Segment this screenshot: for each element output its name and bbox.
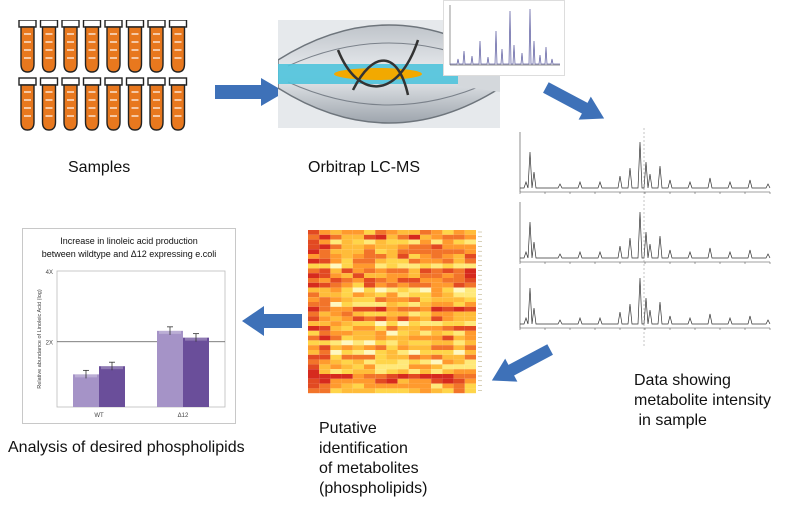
x-tick-label: Δ12 [178, 413, 189, 419]
bar [157, 330, 183, 407]
test-tube-icon [18, 77, 37, 131]
putative-line-3: of metabolites [319, 460, 419, 477]
test-tube-icon [39, 77, 59, 131]
test-tube-icon [61, 20, 80, 73]
test-tube-icon [125, 77, 145, 131]
intensity-line-1: Data showing [634, 372, 731, 389]
test-tube-icon [168, 77, 188, 131]
test-tube-icon-group [18, 20, 188, 131]
plot-frame [56, 270, 226, 408]
test-tube-icon [82, 77, 102, 131]
y-axis-label: Relative abundance of Linoleic Acid (log… [37, 289, 43, 389]
test-tube-icon [82, 20, 102, 73]
bar [99, 366, 125, 407]
putative-caption: Putative identification of metabolites (… [319, 419, 428, 499]
chart-title-2: between wildtype and Δ12 expressing e.co… [41, 249, 217, 259]
test-tube-icon [147, 77, 166, 131]
chart-title-1: Increase in linoleic acid production [60, 236, 198, 246]
intensity-line-3: in sample [634, 412, 707, 429]
heatmap-cells [308, 230, 476, 394]
test-tube-icon [18, 20, 37, 73]
heatmap-figure [304, 228, 490, 410]
intensity-line-2: metabolite intensity [634, 392, 771, 409]
test-tube-icon [39, 20, 59, 73]
arrow-down-left-icon [486, 340, 556, 390]
arrow-right-icon [215, 78, 285, 106]
bar-chart: Increase in linoleic acid production bet… [22, 228, 236, 424]
analysis-caption: Analysis of desired phospholipids [8, 439, 245, 456]
y-tick-label: 4X [46, 270, 53, 276]
intensity-caption: Data showing metabolite intensity in sam… [634, 371, 771, 431]
y-tick-label: 2X [46, 341, 53, 347]
chromatogram-panel [519, 202, 771, 264]
chromatogram-figure [498, 128, 796, 346]
putative-line-4: (phospholipids) [319, 480, 428, 497]
orbitrap-caption: Orbitrap LC-MS [308, 159, 421, 176]
bar [73, 374, 99, 407]
test-tube-icon [168, 20, 188, 73]
sample-tubes [18, 20, 190, 132]
arrow-left-icon [242, 306, 302, 336]
test-tube-icon [61, 77, 80, 131]
putative-line-1: Putative [319, 420, 377, 437]
putative-line-2: identification [319, 440, 408, 457]
arrow-down-right-icon [540, 78, 610, 128]
test-tube-icon [125, 20, 145, 73]
test-tube-icon [104, 20, 123, 73]
spectrum-thumbnail [443, 0, 565, 76]
chromatogram-panel [519, 268, 771, 330]
bar [183, 337, 209, 407]
test-tube-icon [104, 77, 123, 131]
samples-caption: Samples [68, 159, 131, 176]
chromatogram-panel [519, 132, 771, 194]
test-tube-icon [147, 20, 166, 73]
x-tick-label: WT [94, 413, 104, 419]
